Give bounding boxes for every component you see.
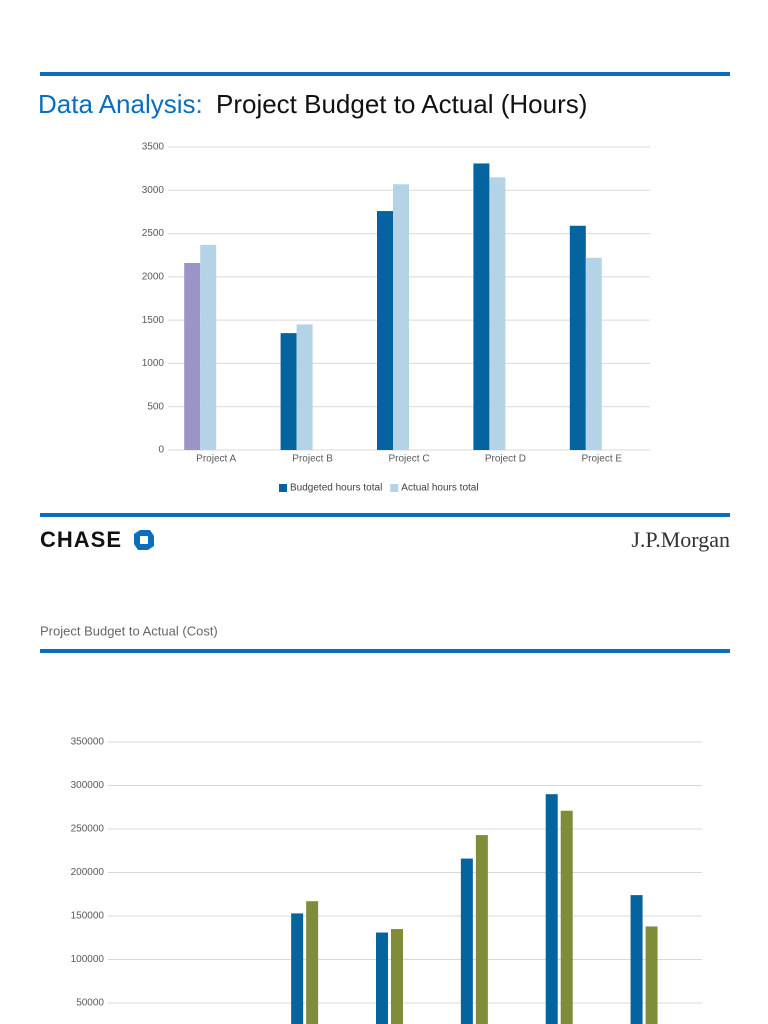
bar [376, 932, 388, 1024]
bar [545, 794, 558, 1024]
bar [280, 333, 297, 450]
section-title: Project Budget to Actual (Cost) [40, 623, 218, 638]
y-tick-label: 0 [158, 445, 164, 456]
rule [40, 513, 730, 517]
header: Data Analysis: Project Budget to Actual … [38, 89, 587, 119]
y-tick-label: 2000 [142, 271, 165, 282]
chase-icon [134, 530, 154, 550]
y-tick-label: 1500 [142, 315, 165, 326]
bar [200, 244, 217, 450]
logo-chase: CHASE [40, 527, 122, 552]
bar [393, 184, 409, 450]
y-tick-label: 2500 [142, 228, 165, 239]
header-prefix: Data Analysis: [38, 89, 203, 119]
y-tick-label: 250000 [71, 824, 105, 835]
bar [630, 895, 643, 1024]
x-tick-label: Project A [196, 454, 236, 465]
legend-label: Budgeted hours total [290, 483, 382, 494]
y-tick-label: 100000 [71, 954, 105, 965]
bar [296, 324, 313, 450]
bar [473, 163, 490, 450]
bar [645, 926, 658, 1024]
bar [475, 835, 488, 1024]
bar [291, 913, 304, 1024]
rule [40, 649, 730, 653]
bar [377, 211, 393, 450]
y-tick-label: 3500 [142, 142, 165, 153]
legend-label: Actual hours total [401, 483, 478, 494]
x-tick-label: Project B [292, 454, 333, 465]
y-tick-label: 3000 [142, 185, 165, 196]
legend-swatch [390, 484, 399, 492]
rule [40, 72, 730, 76]
bar [184, 263, 201, 450]
bar [585, 257, 602, 450]
y-tick-label: 200000 [71, 867, 105, 878]
legend-swatch [279, 484, 287, 492]
x-tick-label: Project E [582, 454, 623, 465]
y-tick-label: 500 [147, 401, 164, 412]
bar [560, 810, 573, 1024]
y-tick-label: 150000 [71, 911, 105, 922]
x-tick-label: Project D [485, 454, 526, 465]
logo-jpmorgan: J.P.Morgan [631, 527, 730, 552]
x-tick-label: Project C [388, 454, 429, 465]
y-tick-label: 350000 [71, 737, 105, 748]
header-title: Project Budget to Actual (Hours) [216, 89, 587, 119]
bar [489, 177, 506, 451]
bar [460, 858, 473, 1024]
y-tick-label: 1000 [142, 358, 165, 369]
bar [306, 901, 319, 1024]
y-tick-label: 300000 [71, 780, 105, 791]
bar [569, 225, 586, 450]
y-tick-label: 50000 [76, 998, 104, 1009]
bar [391, 929, 403, 1024]
